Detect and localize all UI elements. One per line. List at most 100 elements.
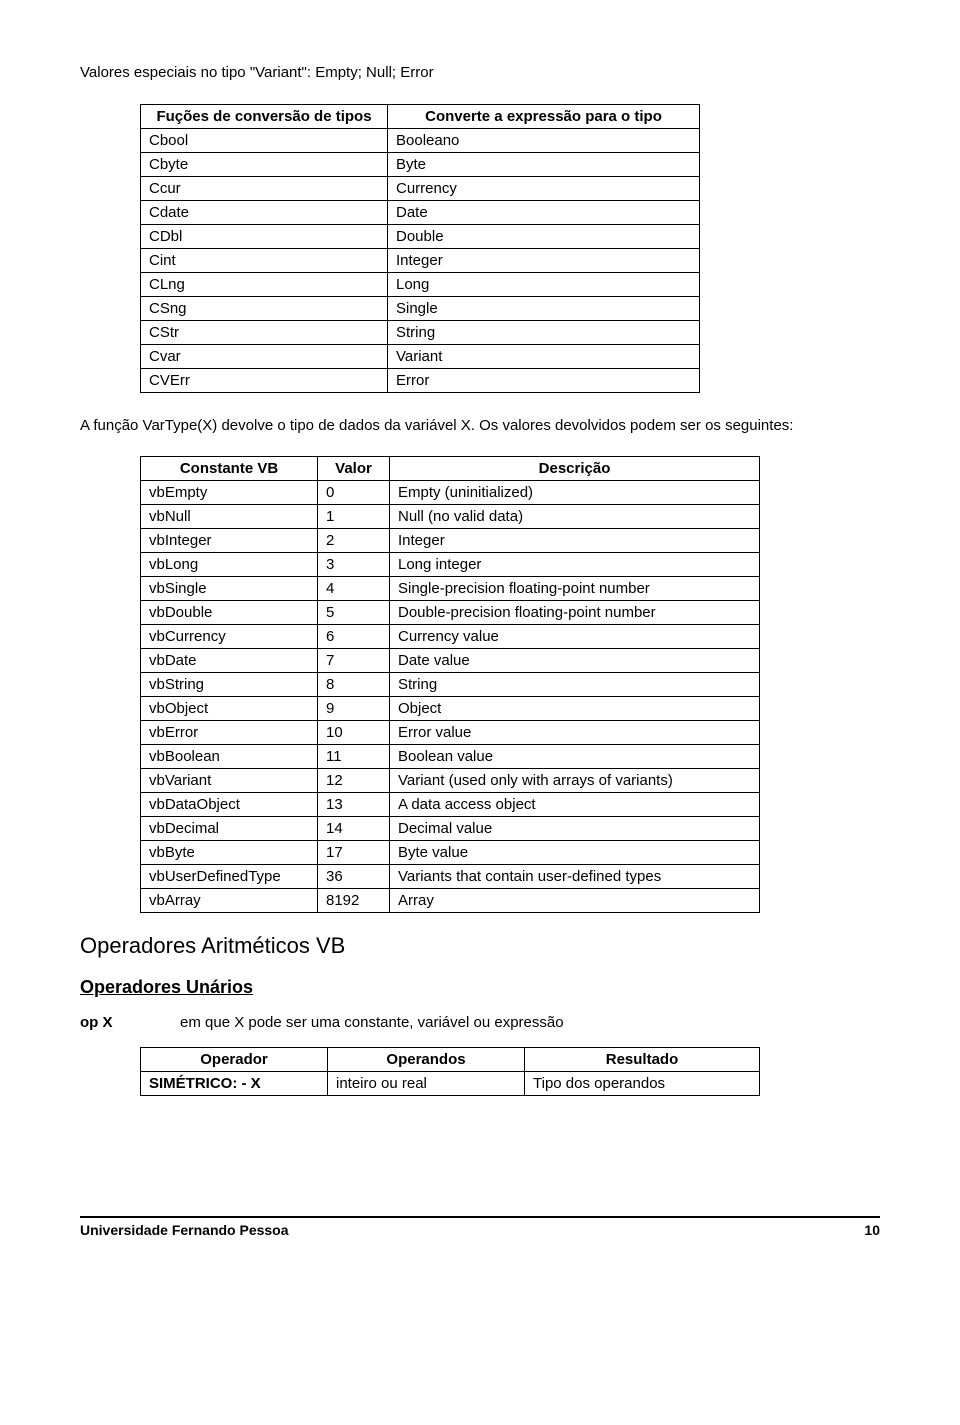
header-cell: Valor (318, 457, 390, 481)
table-cell: Long integer (390, 553, 760, 577)
table-cell: Booleano (388, 128, 700, 152)
table-cell: Cbyte (141, 152, 388, 176)
table-cell: vbSingle (141, 577, 318, 601)
table-cell: Variants that contain user-defined types (390, 865, 760, 889)
table-row: vbSingle4Single-precision floating-point… (141, 577, 760, 601)
table-row: vbString8String (141, 673, 760, 697)
table-row: CDblDouble (141, 224, 700, 248)
table-cell: Single (388, 296, 700, 320)
table-cell: vbDouble (141, 601, 318, 625)
table-cell: Currency (388, 176, 700, 200)
table-cell: 11 (318, 745, 390, 769)
table-cell: 13 (318, 793, 390, 817)
unary-operators-heading: Operadores Unários (80, 977, 880, 998)
table-cell: 12 (318, 769, 390, 793)
table-cell: vbEmpty (141, 481, 318, 505)
table-cell: Error value (390, 721, 760, 745)
table-cell: Null (no valid data) (390, 505, 760, 529)
header-cell: Operador (141, 1048, 328, 1072)
table-cell: Byte value (390, 841, 760, 865)
table-cell: 14 (318, 817, 390, 841)
table-cell: vbLong (141, 553, 318, 577)
table-cell: 0 (318, 481, 390, 505)
table-row: vbVariant12Variant (used only with array… (141, 769, 760, 793)
operator-table: Operador Operandos Resultado SIMÉTRICO: … (140, 1047, 760, 1096)
table-cell: 17 (318, 841, 390, 865)
table-cell: CDbl (141, 224, 388, 248)
table-cell: Variant (used only with arrays of varian… (390, 769, 760, 793)
table-cell: 5 (318, 601, 390, 625)
table-cell: vbNull (141, 505, 318, 529)
table-row: CintInteger (141, 248, 700, 272)
table-cell: vbDecimal (141, 817, 318, 841)
table-cell: CSng (141, 296, 388, 320)
table-cell: Cvar (141, 344, 388, 368)
table-cell: Single-precision floating-point number (390, 577, 760, 601)
table-cell: Array (390, 889, 760, 913)
table-cell: Cdate (141, 200, 388, 224)
table-cell: 7 (318, 649, 390, 673)
table-cell: 10 (318, 721, 390, 745)
table-header-row: Operador Operandos Resultado (141, 1048, 760, 1072)
table-cell: String (388, 320, 700, 344)
table-row: vbDate7Date value (141, 649, 760, 673)
table-cell: Error (388, 368, 700, 392)
table-row: CcurCurrency (141, 176, 700, 200)
table-row: CvarVariant (141, 344, 700, 368)
table-row: vbUserDefinedType36Variants that contain… (141, 865, 760, 889)
table-cell: 4 (318, 577, 390, 601)
page-footer: Universidade Fernando Pessoa 10 (80, 1216, 880, 1238)
table-row: vbInteger2Integer (141, 529, 760, 553)
table-cell: vbCurrency (141, 625, 318, 649)
footer-university: Universidade Fernando Pessoa (80, 1222, 289, 1238)
table-row: CStrString (141, 320, 700, 344)
table-cell: 3 (318, 553, 390, 577)
table-row: vbArray8192Array (141, 889, 760, 913)
header-cell: Resultado (525, 1048, 760, 1072)
table-cell: Date (388, 200, 700, 224)
table-cell: vbBoolean (141, 745, 318, 769)
conversion-table: Fuções de conversão de tipos Converte a … (140, 104, 700, 393)
table-cell: Empty (uninitialized) (390, 481, 760, 505)
table-cell: CVErr (141, 368, 388, 392)
table-row: vbDouble5Double-precision floating-point… (141, 601, 760, 625)
table-row: vbNull1Null (no valid data) (141, 505, 760, 529)
table-cell: vbObject (141, 697, 318, 721)
header-cell: Converte a expressão para o tipo (388, 104, 700, 128)
table-cell: vbVariant (141, 769, 318, 793)
table-cell: String (390, 673, 760, 697)
table-cell: Double-precision floating-point number (390, 601, 760, 625)
table-cell: Currency value (390, 625, 760, 649)
table-cell: vbInteger (141, 529, 318, 553)
table-row: vbLong3Long integer (141, 553, 760, 577)
table-cell: Cint (141, 248, 388, 272)
table-cell: vbDataObject (141, 793, 318, 817)
opx-label: op X (80, 1014, 180, 1031)
table-cell: Decimal value (390, 817, 760, 841)
table-cell: 1 (318, 505, 390, 529)
table-cell: 8 (318, 673, 390, 697)
table-cell: Cbool (141, 128, 388, 152)
header-cell: Constante VB (141, 457, 318, 481)
table-cell: Object (390, 697, 760, 721)
table-cell: Double (388, 224, 700, 248)
constants-table: Constante VB Valor Descrição vbEmpty0Emp… (140, 456, 760, 913)
table-cell: 36 (318, 865, 390, 889)
table-row: vbEmpty0Empty (uninitialized) (141, 481, 760, 505)
table-cell: Boolean value (390, 745, 760, 769)
table-cell: 6 (318, 625, 390, 649)
table-cell: Byte (388, 152, 700, 176)
table-cell: 2 (318, 529, 390, 553)
table-row: vbBoolean11Boolean value (141, 745, 760, 769)
table-cell: vbString (141, 673, 318, 697)
table-cell: vbArray (141, 889, 318, 913)
intro-paragraph: Valores especiais no tipo "Variant": Emp… (80, 60, 880, 86)
table-row: vbByte17Byte value (141, 841, 760, 865)
table-cell: vbByte (141, 841, 318, 865)
table-row: vbDataObject13A data access object (141, 793, 760, 817)
header-cell: Fuções de conversão de tipos (141, 104, 388, 128)
vartype-paragraph: A função VarType(X) devolve o tipo de da… (80, 413, 880, 439)
table-cell: inteiro ou real (328, 1072, 525, 1096)
table-row: CbyteByte (141, 152, 700, 176)
table-cell: vbUserDefinedType (141, 865, 318, 889)
